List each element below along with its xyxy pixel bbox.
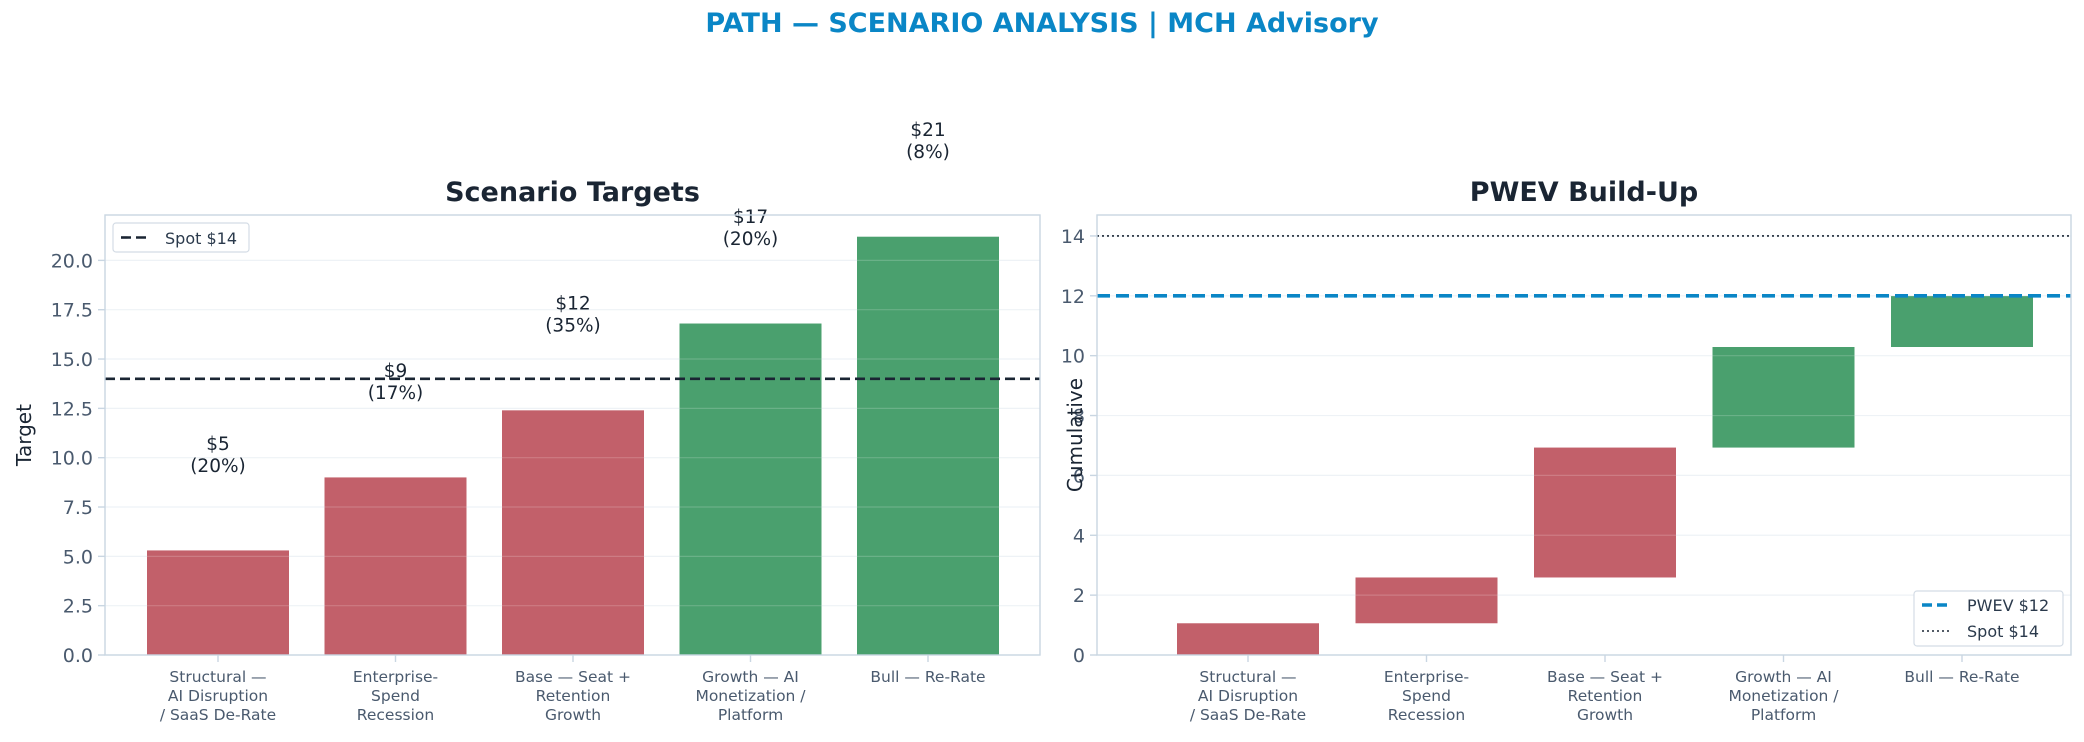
- x-tick-label: AI Disruption: [168, 687, 268, 705]
- y-tick-label: 10.0: [51, 448, 93, 470]
- y-tick-label: 12.5: [51, 398, 93, 420]
- bar-value-label: $9: [384, 361, 408, 382]
- bar-probability-label: (35%): [545, 316, 601, 337]
- x-tick-label: Growth: [545, 706, 601, 724]
- x-tick-label: Base — Seat +: [515, 668, 631, 686]
- bar: [324, 477, 467, 655]
- figure-title: PATH — SCENARIO ANALYSIS | MCH Advisory: [705, 8, 1379, 39]
- bar-probability-label: (17%): [368, 383, 424, 404]
- x-tick-label: Enterprise-: [353, 668, 438, 686]
- y-tick-label: 2.5: [63, 596, 93, 618]
- x-tick-label: Monetization /: [695, 687, 806, 705]
- x-tick-label: Structural —: [169, 668, 266, 686]
- bar-value-label: $21: [910, 120, 945, 141]
- bar: [857, 236, 999, 655]
- y-tick-label: 20.0: [51, 250, 93, 272]
- x-tick-label: Bull — Re-Rate: [870, 668, 985, 686]
- chart-title: Scenario Targets: [445, 177, 700, 208]
- y-tick-label: 15.0: [51, 349, 93, 371]
- y-tick-label: 17.5: [51, 300, 93, 322]
- x-tick-label: / SaaS De-Rate: [160, 706, 276, 724]
- bar: [147, 550, 289, 655]
- x-tick-label: Retention: [536, 687, 611, 705]
- y-tick-label: 0.0: [63, 645, 93, 667]
- x-tick-label: Recession: [357, 706, 434, 724]
- bar-value-label: $5: [206, 434, 230, 455]
- bar: [502, 410, 644, 655]
- y-axis-label: Target: [12, 404, 36, 467]
- x-tick-label: Growth — AI: [702, 668, 799, 686]
- bar-value-label: $17: [733, 207, 768, 228]
- bar-value-label: $12: [555, 294, 590, 315]
- bar-probability-label: (8%): [906, 142, 950, 163]
- legend-label: Spot $14: [165, 229, 237, 248]
- legend: Spot $14: [112, 222, 250, 253]
- y-tick-label: 7.5: [63, 497, 93, 519]
- legend-box: [112, 222, 250, 253]
- y-tick-label: 5.0: [63, 546, 93, 568]
- x-tick-label: Spend: [371, 687, 420, 705]
- bar-probability-label: (20%): [190, 456, 246, 477]
- bar-probability-label: (20%): [723, 229, 779, 250]
- x-tick-label: Platform: [718, 706, 783, 724]
